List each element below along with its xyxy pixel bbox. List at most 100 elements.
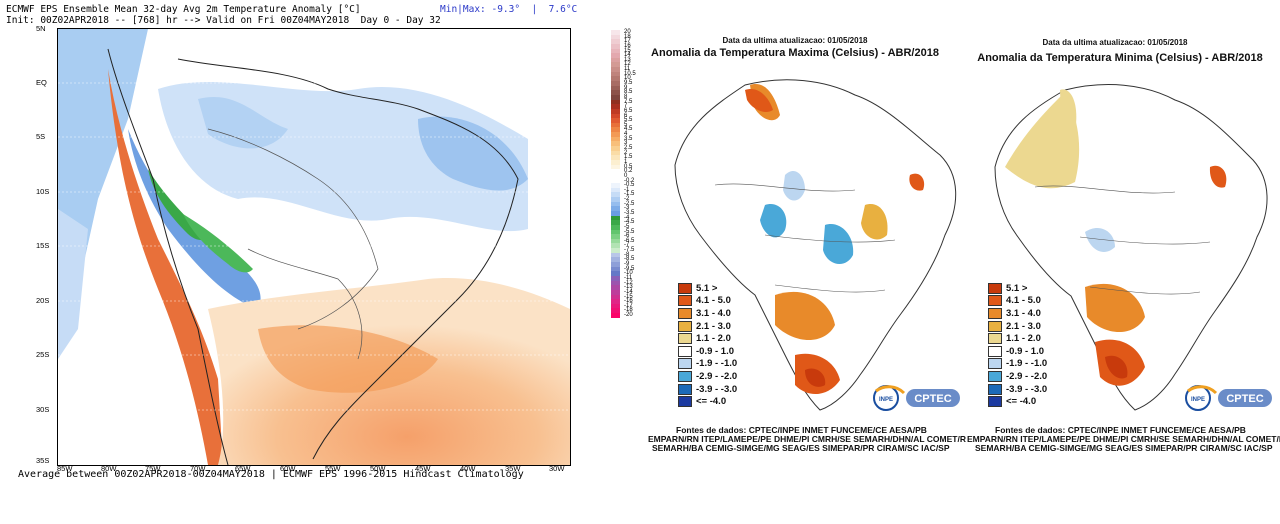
legend-swatch	[988, 282, 1002, 294]
brazil-outline-max	[674, 79, 957, 411]
colorbar-label: -10	[624, 270, 633, 277]
colorbar-cell	[611, 183, 620, 188]
max-cool-2	[760, 204, 787, 238]
legend-label: 3.1 - 4.0	[696, 307, 731, 319]
colorbar-label: 9	[624, 84, 628, 91]
logo-subtext: INPE	[1191, 397, 1205, 403]
max-legend: 5.1 > 4.1 - 5.0 3.1 - 4.0 2.1 - 3.0 1.1 …	[678, 282, 737, 408]
legend-label: 3.1 - 4.0	[1006, 307, 1041, 319]
colorbar-label: 4.5	[624, 126, 633, 133]
max-south-warm	[775, 291, 835, 340]
west-coastline	[107, 48, 229, 465]
legend-label: 4.1 - 5.0	[1006, 295, 1041, 307]
legend-row: 2.1 - 3.0	[988, 320, 1047, 333]
lon-tick: 60W	[280, 464, 296, 473]
colorbar-cell	[611, 187, 620, 193]
min-cool-1	[1085, 227, 1115, 252]
lon-axis: 85W 80W 75W 70W 65W 60W 55W 50W 45W 40W …	[57, 464, 569, 474]
lat-tick: 5N	[36, 24, 46, 33]
colorbar-label: -4	[624, 214, 630, 221]
colorbar-cell	[611, 132, 620, 137]
colorbar-cell	[611, 271, 620, 276]
colorbar-label: -3.5	[624, 209, 635, 216]
legend-row: -3.9 - -3.0	[988, 383, 1047, 396]
legend-row: 4.1 - 5.0	[678, 295, 737, 308]
colorbar-cell	[611, 164, 620, 170]
colorbar-cell	[611, 243, 620, 249]
colorbar-cell	[611, 266, 620, 272]
colorbar-label: 4	[624, 131, 628, 138]
andes-cold-ridge	[128, 129, 261, 309]
colorbar-cell	[611, 127, 620, 133]
colorbar-label: 6.5	[624, 107, 633, 114]
legend-label: -2.9 - -2.0	[1006, 370, 1048, 382]
colorbar-cell	[611, 48, 620, 54]
min-data-sources: Fontes de dados: CPTEC/INPE INMET FUNCEM…	[967, 425, 1280, 454]
legend-swatch	[678, 333, 692, 345]
colorbar-label: 14	[624, 52, 631, 59]
max-update-date: Data da ultima atualizacao: 01/05/2018	[722, 36, 868, 45]
logo-text: CPTEC	[1226, 393, 1263, 405]
colorbar-label: 16	[624, 42, 631, 49]
max-map-title: Anomalia da Temperatura Maxima (Celsius)…	[651, 47, 939, 59]
colorbar-cell	[611, 94, 620, 100]
colorbar-label: 2	[624, 149, 628, 156]
ecmwf-map-svg	[58, 29, 570, 465]
legend-row: 1.1 - 2.0	[988, 332, 1047, 345]
legend-row: <= -4.0	[678, 395, 737, 408]
colorbar-label: -5	[624, 223, 630, 230]
legend-row: 4.1 - 5.0	[988, 295, 1047, 308]
min-update-date: Data da ultima atualizacao: 01/05/2018	[1042, 38, 1188, 47]
colorbar-cell	[611, 81, 620, 86]
colorbar-cell	[611, 299, 620, 304]
colorbar-label: -6.5	[624, 237, 635, 244]
colorbar-label: -3	[624, 205, 630, 212]
legend-label: -1.9 - -1.0	[696, 358, 738, 370]
colorbar-cell	[611, 192, 620, 198]
legend-row: 1.1 - 2.0	[678, 332, 737, 345]
lon-tick: 55W	[325, 464, 341, 473]
legend-label: 2.1 - 3.0	[1006, 320, 1041, 332]
cptec-logo-min: INPE CPTEC	[1184, 381, 1274, 415]
lon-tick: 65W	[235, 464, 251, 473]
colorbar-label: -1.5	[624, 191, 635, 198]
legend-swatch	[988, 370, 1002, 382]
colorbar-cell	[611, 146, 620, 151]
colorbar-label: 11	[624, 66, 631, 73]
colorbar-cell	[611, 53, 620, 58]
colorbar-cell	[611, 62, 620, 68]
lon-tick: 75W	[145, 464, 161, 473]
colorbar-cell	[611, 248, 620, 253]
sources-line1: Fontes de dados: CPTEC/INPE INMET FUNCEM…	[995, 425, 1246, 435]
ecmwf-title: ECMWF EPS Ensemble Mean 32-day Avg 2m Te…	[6, 4, 361, 15]
colorbar-label: 0.5	[624, 163, 633, 170]
legend-label: 5.1 >	[1006, 282, 1028, 294]
colorbar-cell	[611, 113, 620, 119]
country-borders	[207, 128, 379, 330]
colorbar-label: -1	[624, 186, 630, 193]
colorbar	[611, 30, 620, 318]
legend-label: 4.1 - 5.0	[696, 295, 731, 307]
lon-tick: 40W	[460, 464, 476, 473]
colorbar-label: -7.5	[624, 247, 635, 254]
lon-tick: 80W	[101, 464, 117, 473]
colorbar-cell	[611, 178, 620, 184]
colorbar-cell	[611, 150, 620, 156]
colorbar-cell	[611, 34, 620, 40]
colorbar-cell	[611, 108, 620, 114]
max-cool-3	[823, 224, 854, 265]
colorbar-label: -18	[624, 307, 633, 314]
colorbar-label: -2	[624, 196, 630, 203]
colorbar-label: 9.5	[624, 80, 633, 87]
legend-label: 1.1 - 2.0	[696, 333, 731, 345]
colorbar-cell	[611, 308, 620, 314]
colorbar-cell	[611, 285, 620, 290]
colorbar-label: 1.5	[624, 154, 633, 161]
colorbar-cell	[611, 30, 620, 35]
legend-label: -1.9 - -1.0	[1006, 358, 1048, 370]
colorbar-label: 3	[624, 140, 628, 147]
legend-swatch	[678, 358, 692, 370]
colorbar-label: 6	[624, 112, 628, 119]
colorbar-cell	[611, 215, 620, 221]
colorbar-label: -13	[624, 284, 633, 291]
